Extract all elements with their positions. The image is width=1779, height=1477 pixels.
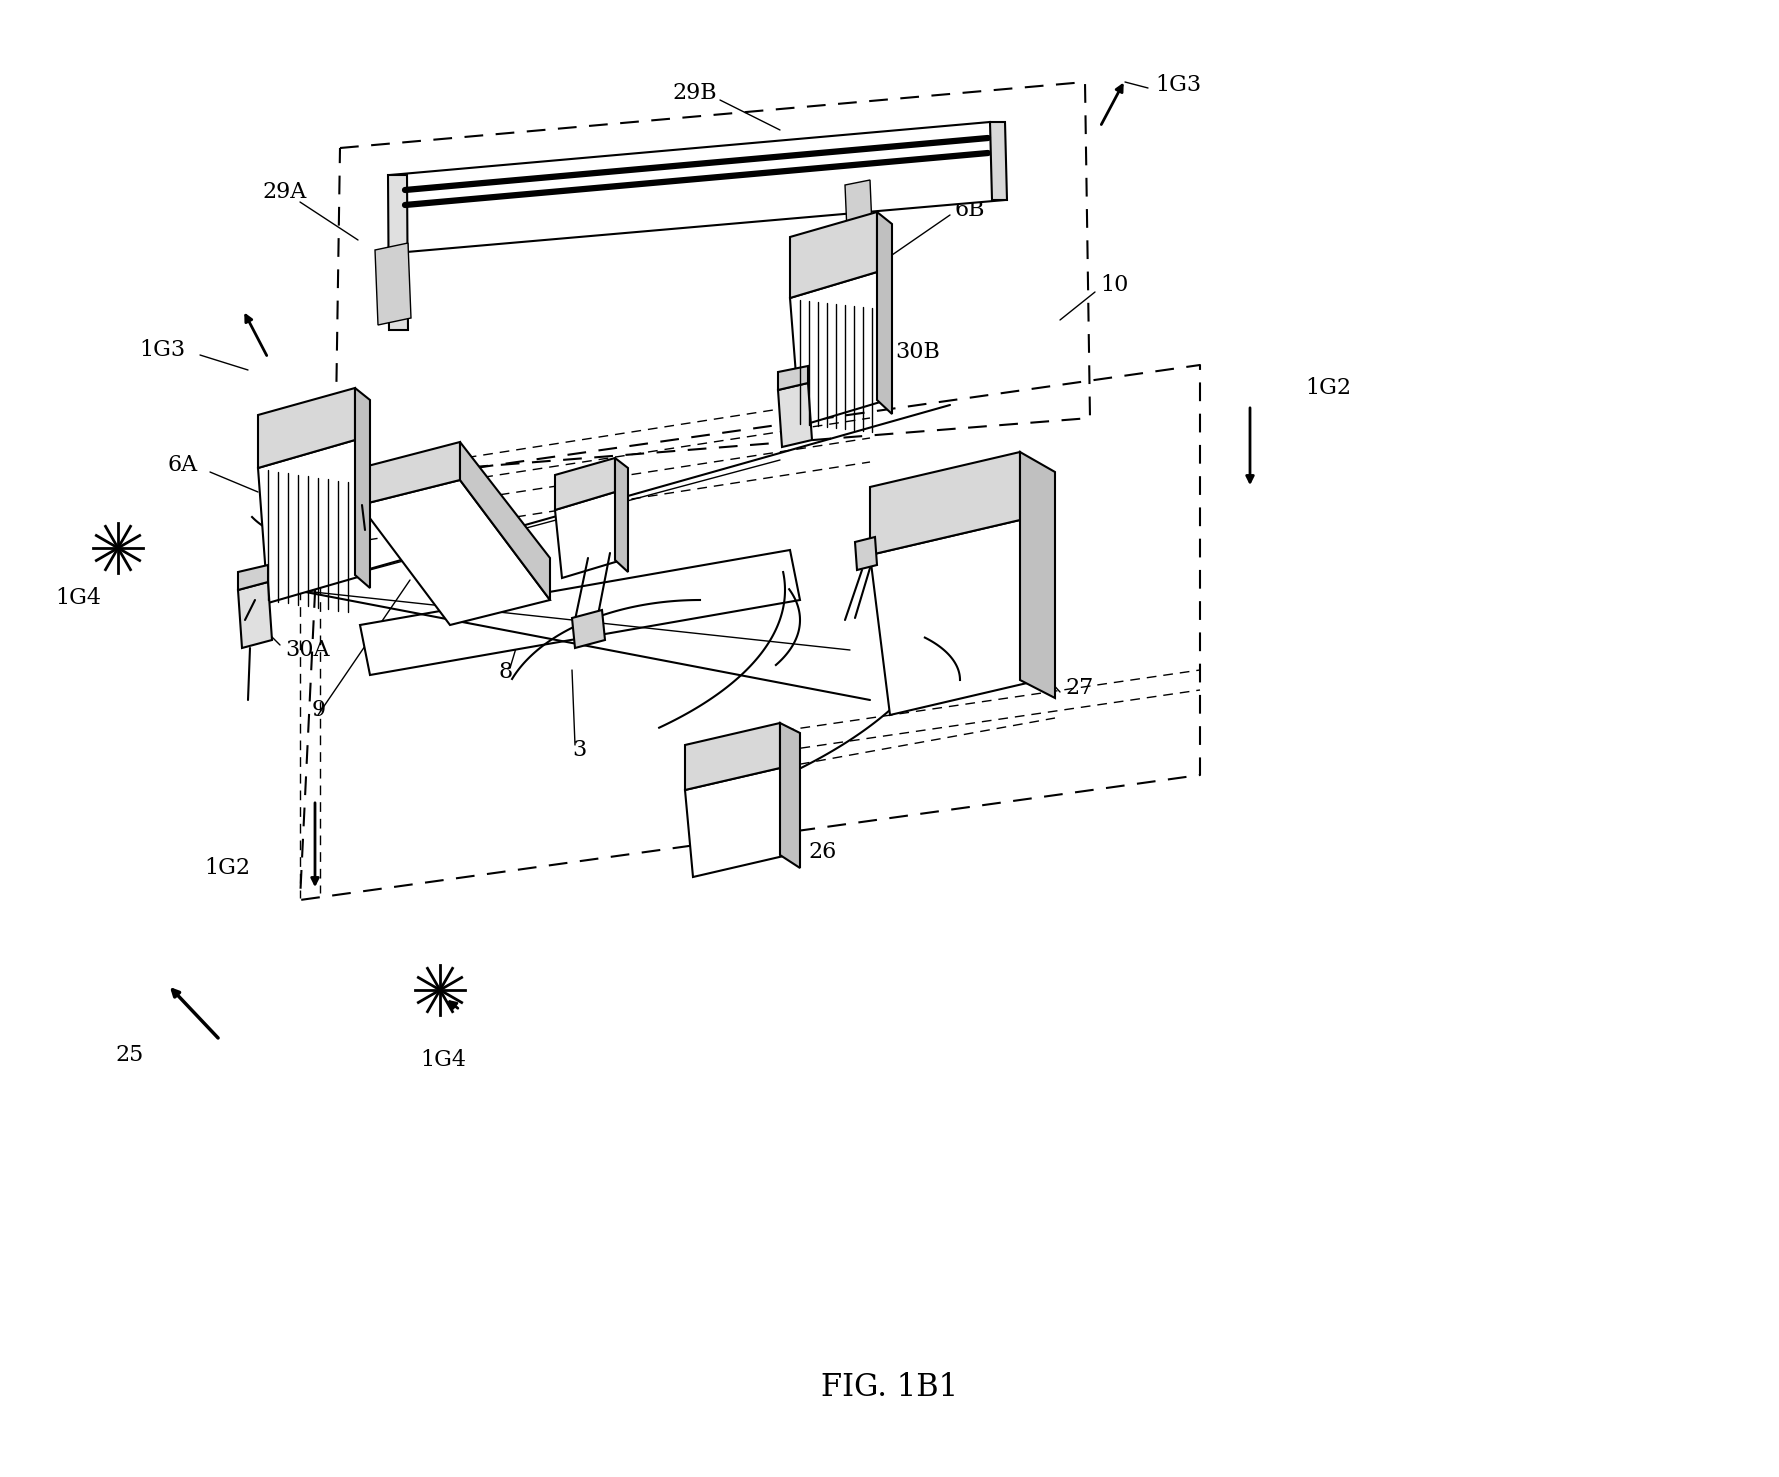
- Polygon shape: [461, 442, 550, 600]
- Text: 8: 8: [498, 662, 512, 682]
- Polygon shape: [555, 458, 616, 510]
- Polygon shape: [877, 213, 891, 414]
- Polygon shape: [616, 458, 628, 572]
- Polygon shape: [356, 388, 370, 588]
- Text: 6A: 6A: [167, 453, 197, 476]
- Polygon shape: [1019, 452, 1055, 699]
- Text: 28: 28: [468, 191, 496, 213]
- Text: 25: 25: [116, 1044, 144, 1066]
- Polygon shape: [777, 366, 808, 390]
- Text: 1G4: 1G4: [420, 1049, 466, 1071]
- Polygon shape: [390, 123, 1005, 253]
- Polygon shape: [238, 582, 272, 648]
- Polygon shape: [779, 724, 801, 868]
- Text: 9: 9: [311, 699, 326, 721]
- Polygon shape: [856, 538, 877, 570]
- Polygon shape: [685, 724, 779, 790]
- Text: 29B: 29B: [672, 83, 717, 103]
- Polygon shape: [258, 440, 365, 603]
- Text: 27: 27: [1066, 676, 1094, 699]
- Text: 26: 26: [808, 840, 836, 863]
- Text: 6B: 6B: [955, 199, 986, 222]
- Text: FIG. 1B1: FIG. 1B1: [822, 1372, 959, 1403]
- Polygon shape: [359, 442, 461, 505]
- Text: 30B: 30B: [895, 341, 939, 363]
- Polygon shape: [359, 480, 550, 625]
- Polygon shape: [555, 492, 623, 578]
- Text: 1G3: 1G3: [1155, 74, 1201, 96]
- Text: 29A: 29A: [262, 182, 306, 202]
- Polygon shape: [685, 768, 788, 877]
- Polygon shape: [870, 520, 1041, 715]
- Polygon shape: [845, 180, 873, 256]
- Polygon shape: [790, 213, 877, 298]
- Polygon shape: [388, 174, 407, 329]
- Polygon shape: [375, 244, 411, 325]
- Text: 30A: 30A: [285, 640, 329, 662]
- Polygon shape: [790, 272, 888, 425]
- Text: 1G2: 1G2: [1306, 377, 1350, 399]
- Text: 10: 10: [1099, 275, 1128, 295]
- Polygon shape: [870, 452, 1019, 555]
- Text: 3: 3: [573, 738, 587, 761]
- Polygon shape: [238, 566, 269, 589]
- Polygon shape: [989, 123, 1007, 199]
- Text: 1G2: 1G2: [205, 857, 251, 879]
- Text: 1G3: 1G3: [139, 340, 185, 360]
- Text: 1G4: 1G4: [55, 586, 101, 609]
- Polygon shape: [573, 610, 605, 648]
- Polygon shape: [359, 549, 801, 675]
- Polygon shape: [258, 388, 356, 468]
- Polygon shape: [777, 383, 811, 448]
